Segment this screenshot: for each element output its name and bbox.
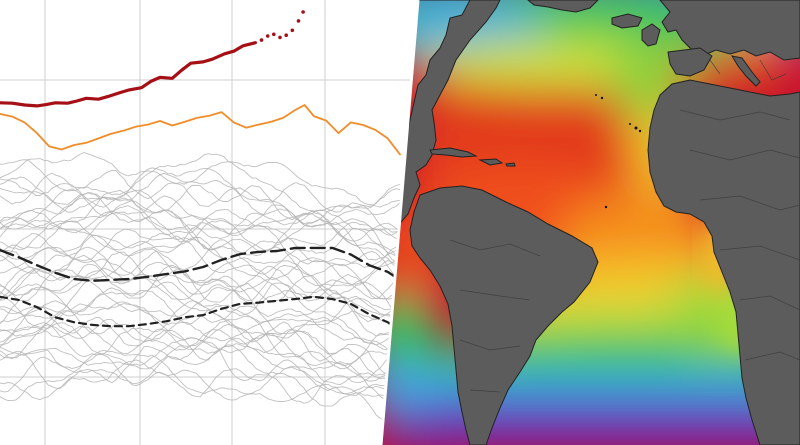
historical-year-line [0, 343, 401, 395]
country-borders [449, 59, 800, 393]
current-marker [290, 28, 295, 33]
historical-year-line [0, 264, 401, 326]
cuba [429, 147, 478, 158]
highlighted-series [0, 10, 402, 334]
historical-year-line [0, 340, 401, 404]
south-america [409, 185, 599, 445]
current-marker [301, 10, 305, 14]
historical-year-line [0, 254, 401, 323]
historical-year-line [0, 305, 401, 376]
historical-year-line [0, 318, 401, 378]
panel-divider [379, 0, 420, 445]
italy [730, 55, 761, 87]
historical-year-line [0, 195, 401, 251]
historical-year-line [0, 209, 401, 268]
historical-year-line [0, 217, 401, 286]
current-marker [259, 38, 264, 42]
current-marker [284, 33, 289, 37]
chart-grid [0, 0, 418, 445]
british-isles [641, 23, 661, 47]
historical-year-line [0, 228, 401, 281]
current-line [0, 41, 257, 108]
europe [658, 0, 800, 61]
atlantic-islands [595, 94, 642, 209]
current-marker [272, 32, 276, 37]
historical-year-line [0, 250, 401, 305]
historical-year-line [0, 167, 401, 225]
iceland [611, 13, 643, 29]
historical-year-line [0, 189, 401, 265]
historical-year-line [0, 281, 401, 324]
climatology-lower-line [0, 295, 402, 334]
greenland [526, 0, 600, 13]
current-marker [296, 19, 301, 23]
historical-year-line [0, 179, 401, 242]
historical-year-line [0, 352, 401, 422]
current-marker [265, 34, 270, 38]
land-masses [381, 0, 800, 445]
historical-year-line [0, 301, 401, 357]
historical-year-line [0, 263, 401, 337]
previous-year-line [0, 104, 401, 156]
historical-year-line [0, 251, 401, 316]
historical-year-line [0, 234, 401, 301]
historical-year-line [0, 152, 401, 208]
historical-year-line [0, 359, 401, 402]
historical-year-line [0, 153, 401, 212]
historical-year-line [0, 246, 401, 310]
iberia [667, 47, 713, 77]
historical-year-line [0, 172, 401, 227]
historical-year-line [0, 189, 401, 242]
climatology-upper-line [0, 246, 402, 282]
puerto-rico [505, 162, 516, 167]
current-marker [278, 35, 282, 40]
historical-year-line [0, 192, 401, 261]
historical-year-line [0, 325, 401, 382]
north-america [381, 0, 501, 239]
africa [647, 79, 800, 445]
sst-line-chart [0, 0, 418, 445]
hispaniola [478, 158, 504, 166]
sst-map [381, 0, 800, 445]
historical-year-line [0, 344, 401, 407]
historical-year-line [0, 169, 401, 233]
historical-year-line [0, 297, 401, 370]
